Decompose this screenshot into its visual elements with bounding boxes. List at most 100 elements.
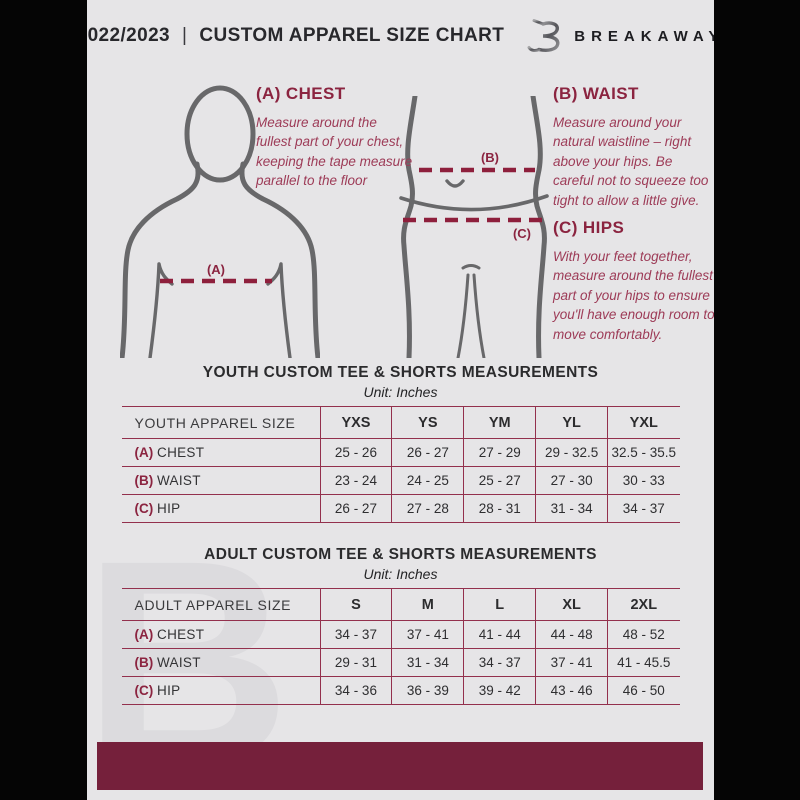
size-cell: 31 - 34 — [535, 494, 609, 523]
size-cell: 30 - 33 — [607, 466, 680, 495]
column-header: ADULT APPAREL SIZE — [121, 588, 321, 621]
waist-line-label: (B) — [481, 150, 499, 165]
size-cell: 27 - 30 — [535, 466, 609, 495]
brand-lockup: BREAKAWAY — [524, 16, 714, 56]
size-cell: 25 - 26 — [319, 438, 393, 467]
adult-measurements-section: ADULT CUSTOM TEE & SHORTS MEASUREMENTS U… — [87, 546, 714, 705]
adult-header-row: ADULT APPAREL SIZE S M L XL 2XL — [121, 588, 680, 621]
row-label: CHEST — [157, 445, 205, 460]
size-cell: 37 - 41 — [391, 620, 465, 649]
size-cell: 48 - 52 — [607, 620, 680, 649]
adult-section-title: ADULT CUSTOM TEE & SHORTS MEASUREMENTS — [204, 546, 597, 563]
row-prefix: (C) — [134, 501, 154, 516]
youth-measurements-section: YOUTH CUSTOM TEE & SHORTS MEASUREMENTS U… — [87, 364, 714, 523]
table-row: (C) HIP 26 - 27 27 - 28 28 - 31 31 - 34 … — [121, 494, 680, 523]
size-cell: 29 - 31 — [319, 648, 393, 677]
row-label: WAIST — [157, 473, 201, 488]
size-cell: 25 - 27 — [463, 466, 537, 495]
table-row: (A) CHEST 25 - 26 26 - 27 27 - 29 29 - 3… — [121, 438, 680, 467]
size-cell: 23 - 24 — [319, 466, 393, 495]
size-cell: 34 - 37 — [607, 494, 680, 523]
table-row: (C) HIP 34 - 36 36 - 39 39 - 42 43 - 46 … — [121, 676, 680, 705]
row-label: HIP — [157, 683, 181, 698]
adult-size-table: ADULT APPAREL SIZE S M L XL 2XL (A) CHES… — [121, 588, 680, 705]
row-header: (B) WAIST — [121, 648, 321, 677]
hips-figure-illustration: (B) (C) — [399, 96, 549, 358]
hips-instruction-heading: (C) HIPS — [553, 218, 625, 237]
table-row: (B) WAIST 23 - 24 24 - 25 25 - 27 27 - 3… — [121, 466, 680, 495]
row-header: (A) CHEST — [121, 620, 321, 649]
column-header: YOUTH APPAREL SIZE — [121, 406, 321, 439]
chest-line-label: (A) — [207, 262, 225, 277]
breakaway-logo-icon — [526, 19, 560, 53]
size-cell: 29 - 32.5 — [535, 438, 609, 467]
column-header: YM — [463, 406, 537, 439]
column-header: YXL — [607, 406, 680, 439]
size-cell: 39 - 42 — [463, 676, 537, 705]
size-cell: 28 - 31 — [463, 494, 537, 523]
torso-figure-illustration: (A) — [120, 85, 320, 358]
size-cell: 31 - 34 — [391, 648, 465, 677]
table-row: (A) CHEST 34 - 37 37 - 41 41 - 44 44 - 4… — [121, 620, 680, 649]
hips-instruction: (C) HIPS With your feet together, measur… — [553, 218, 714, 344]
size-cell: 37 - 41 — [535, 648, 609, 677]
size-cell: 43 - 46 — [535, 676, 609, 705]
column-header: L — [463, 588, 537, 621]
adult-unit-label: Unit: Inches — [363, 566, 438, 582]
row-prefix: (B) — [134, 473, 154, 488]
youth-section-title: YOUTH CUSTOM TEE & SHORTS MEASUREMENTS — [202, 364, 599, 381]
row-header: (C) HIP — [121, 494, 321, 523]
page-title: 2022/2023 | CUSTOM APPAREL SIZE CHART — [87, 25, 504, 47]
row-prefix: (C) — [134, 683, 154, 698]
youth-header-row: YOUTH APPAREL SIZE YXS YS YM YL YXL — [121, 406, 680, 439]
row-prefix: (A) — [134, 445, 154, 460]
size-cell: 26 - 27 — [391, 438, 465, 467]
column-header: YS — [391, 406, 465, 439]
size-cell: 41 - 45.5 — [607, 648, 680, 677]
size-cell: 44 - 48 — [535, 620, 609, 649]
size-cell: 24 - 25 — [391, 466, 465, 495]
size-cell: 34 - 37 — [463, 648, 537, 677]
column-header: S — [319, 588, 393, 621]
size-cell: 41 - 44 — [463, 620, 537, 649]
header: 2022/2023 | CUSTOM APPAREL SIZE CHART BR… — [87, 0, 714, 72]
size-cell: 27 - 29 — [463, 438, 537, 467]
youth-size-table: YOUTH APPAREL SIZE YXS YS YM YL YXL (A) … — [121, 406, 680, 523]
row-header: (C) HIP — [121, 676, 321, 705]
row-header: (B) WAIST — [121, 466, 321, 495]
waist-instruction: (B) WAIST Measure around your natural wa… — [553, 84, 714, 210]
column-header: 2XL — [607, 588, 680, 621]
size-cell: 26 - 27 — [319, 494, 393, 523]
measurement-diagrams: (A) (B) (C) (A) CHEST Measure around the… — [87, 76, 714, 368]
size-cell: 32.5 - 35.5 — [607, 438, 680, 467]
chest-instruction-heading: (A) CHEST — [256, 84, 346, 103]
row-label: WAIST — [157, 655, 201, 670]
row-prefix: (A) — [134, 627, 154, 642]
row-label: CHEST — [157, 627, 205, 642]
chest-instruction-text: Measure around the fullest part of your … — [256, 115, 413, 189]
column-header: YL — [535, 406, 609, 439]
column-header: M — [391, 588, 465, 621]
hips-instruction-text: With your feet together, measure around … — [553, 249, 714, 342]
size-cell: 46 - 50 — [607, 676, 680, 705]
hips-line-label: (C) — [513, 226, 531, 241]
size-chart-document: B 2022/2023 | CUSTOM APPAREL SIZE CHART — [87, 0, 714, 800]
row-header: (A) CHEST — [121, 438, 321, 467]
column-header: YXS — [319, 406, 393, 439]
edition-label: 2022/2023 — [87, 25, 171, 46]
waist-instruction-heading: (B) WAIST — [553, 84, 639, 103]
row-label: HIP — [157, 501, 181, 516]
title-divider: | — [182, 25, 188, 46]
chart-title: CUSTOM APPAREL SIZE CHART — [199, 25, 505, 46]
waist-instruction-text: Measure around your natural waistline – … — [553, 115, 709, 208]
size-cell: 34 - 36 — [319, 676, 393, 705]
size-cell: 36 - 39 — [391, 676, 465, 705]
size-cell: 34 - 37 — [319, 620, 393, 649]
youth-unit-label: Unit: Inches — [363, 384, 438, 400]
size-cell: 27 - 28 — [391, 494, 465, 523]
brand-name: BREAKAWAY — [574, 27, 714, 45]
row-prefix: (B) — [134, 655, 154, 670]
footer-accent-bar — [97, 742, 703, 790]
column-header: XL — [535, 588, 609, 621]
chest-instruction: (A) CHEST Measure around the fullest par… — [256, 84, 414, 191]
